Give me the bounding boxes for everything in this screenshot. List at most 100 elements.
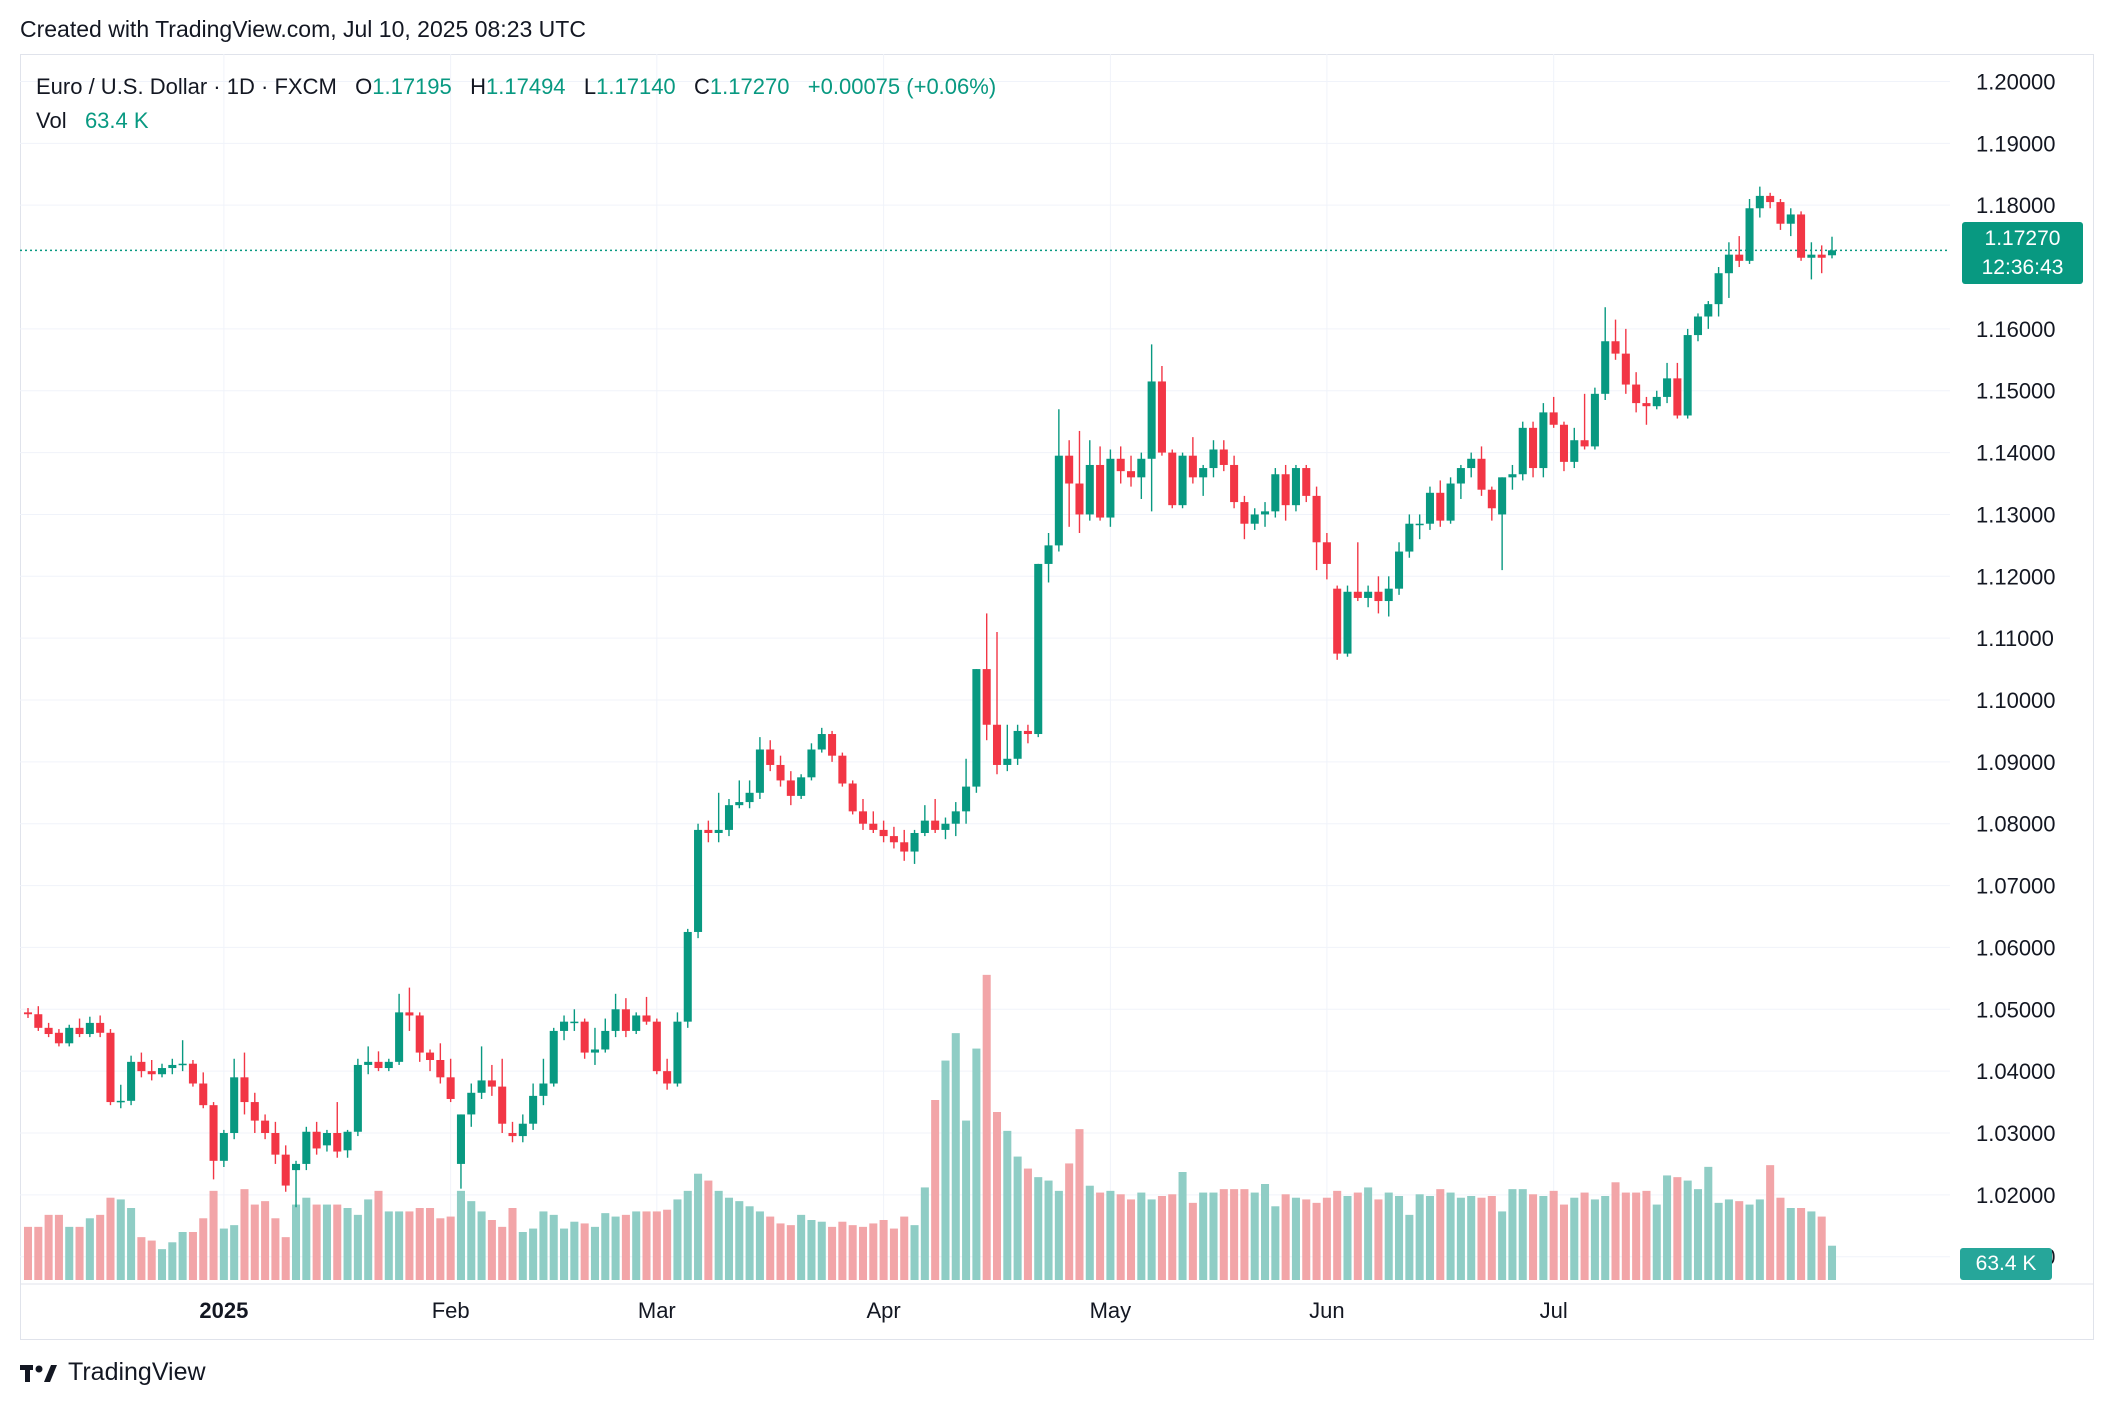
- volume-bar: [962, 1120, 971, 1280]
- candle-body: [85, 1022, 94, 1035]
- volume-bar: [250, 1204, 259, 1280]
- price-tick-label: 1.13000: [1976, 502, 2056, 527]
- volume-bar: [601, 1213, 610, 1280]
- candle-body: [1436, 492, 1445, 521]
- volume-bar: [261, 1201, 270, 1280]
- volume-bar: [353, 1214, 362, 1280]
- candle-body: [1322, 542, 1331, 564]
- tradingview-branding[interactable]: TradingView: [20, 1358, 206, 1387]
- volume-bar: [611, 1216, 620, 1280]
- volume-label[interactable]: Vol: [36, 108, 67, 133]
- volume-bar: [1415, 1194, 1424, 1280]
- volume-bar: [1456, 1197, 1465, 1280]
- volume-bar: [1817, 1216, 1826, 1280]
- time-tick-label: Jul: [1540, 1298, 1568, 1323]
- candle-body: [776, 764, 785, 781]
- volume-bar: [1333, 1190, 1342, 1280]
- open-label: O: [355, 74, 373, 99]
- candle-body: [322, 1132, 331, 1146]
- open-value: 1.17195: [372, 74, 452, 99]
- time-tick-label: 2025: [199, 1298, 248, 1323]
- candle-body: [1116, 458, 1125, 472]
- volume-tag: 63.4 K: [1960, 1248, 2052, 1280]
- candle-body: [384, 1061, 393, 1069]
- volume-bar: [395, 1211, 404, 1280]
- candle-body: [828, 734, 837, 756]
- volume-bar: [1023, 1168, 1032, 1280]
- volume-bar: [797, 1214, 806, 1280]
- candle-body: [1580, 440, 1589, 447]
- candle-body: [1126, 471, 1136, 478]
- volume-bar: [621, 1214, 630, 1280]
- volume-bar: [302, 1197, 311, 1280]
- data-source: FXCM: [274, 74, 337, 99]
- candle-body: [1405, 523, 1414, 552]
- candle-body: [1817, 254, 1826, 258]
- candle-body: [1425, 492, 1434, 524]
- candle-body: [735, 802, 744, 806]
- volume-bar: [838, 1221, 847, 1280]
- volume-bar: [106, 1197, 115, 1280]
- volume-bar: [590, 1226, 599, 1280]
- candle-body: [1137, 458, 1146, 478]
- candle-body: [621, 1009, 630, 1031]
- volume-bar: [1384, 1192, 1393, 1280]
- candle-body: [1487, 489, 1496, 509]
- candle-body: [1467, 458, 1476, 469]
- volume-bar: [1724, 1199, 1733, 1280]
- volume-bar: [1240, 1189, 1249, 1280]
- volume-bar: [1425, 1196, 1434, 1280]
- volume-bar: [1374, 1199, 1383, 1280]
- candle-body: [1621, 353, 1630, 385]
- price-tick-label: 1.03000: [1976, 1121, 2056, 1146]
- candle-body: [941, 823, 950, 830]
- price-tick-label: 1.19000: [1976, 131, 2056, 156]
- candle-body: [1498, 477, 1507, 515]
- candle-body: [1704, 304, 1713, 317]
- candle-body: [1364, 591, 1373, 598]
- volume-bar: [663, 1209, 672, 1280]
- volume-bar: [1559, 1204, 1568, 1280]
- volume-bar: [508, 1208, 517, 1280]
- volume-bar: [1281, 1194, 1290, 1280]
- volume-bar: [755, 1211, 764, 1280]
- volume-bar: [1807, 1211, 1816, 1280]
- interval[interactable]: 1D: [226, 74, 255, 99]
- candle-body: [1240, 502, 1249, 524]
- price-tick-label: 1.20000: [1976, 69, 2056, 94]
- candle-body: [116, 1100, 125, 1103]
- volume-bar: [436, 1218, 445, 1280]
- volume-bar: [322, 1204, 331, 1280]
- volume-bar: [498, 1226, 507, 1280]
- candle-body: [1147, 381, 1156, 459]
- legend: Euro / U.S. Dollar · 1D · FXCM O1.17195 …: [36, 70, 996, 138]
- volume-bar: [1477, 1197, 1486, 1280]
- candle-body: [797, 777, 806, 796]
- volume-bar: [1302, 1199, 1311, 1280]
- candle-body: [1384, 588, 1393, 602]
- candle-body: [1291, 468, 1300, 506]
- candle-body: [415, 1015, 424, 1053]
- volume-bar: [1137, 1192, 1146, 1280]
- candle-body: [580, 1021, 589, 1053]
- volume-bar: [518, 1232, 527, 1280]
- volume-bar: [1745, 1204, 1754, 1280]
- volume-bar: [560, 1228, 569, 1280]
- candle-body: [1518, 427, 1527, 475]
- candle-body: [962, 786, 971, 812]
- candle-body: [1168, 452, 1177, 506]
- candle-body: [1281, 474, 1290, 506]
- candle-body: [137, 1061, 146, 1072]
- volume-bar: [931, 1100, 940, 1280]
- candle-body: [271, 1132, 280, 1155]
- volume-bar: [766, 1216, 775, 1280]
- candle-body: [663, 1071, 672, 1084]
- candle-body: [1353, 591, 1362, 598]
- volume-bar: [65, 1226, 74, 1280]
- candle-body: [817, 734, 826, 750]
- volume-bar: [982, 974, 991, 1280]
- symbol-name[interactable]: Euro / U.S. Dollar: [36, 74, 208, 99]
- candle-body: [1219, 449, 1228, 465]
- volume-bar: [889, 1228, 898, 1280]
